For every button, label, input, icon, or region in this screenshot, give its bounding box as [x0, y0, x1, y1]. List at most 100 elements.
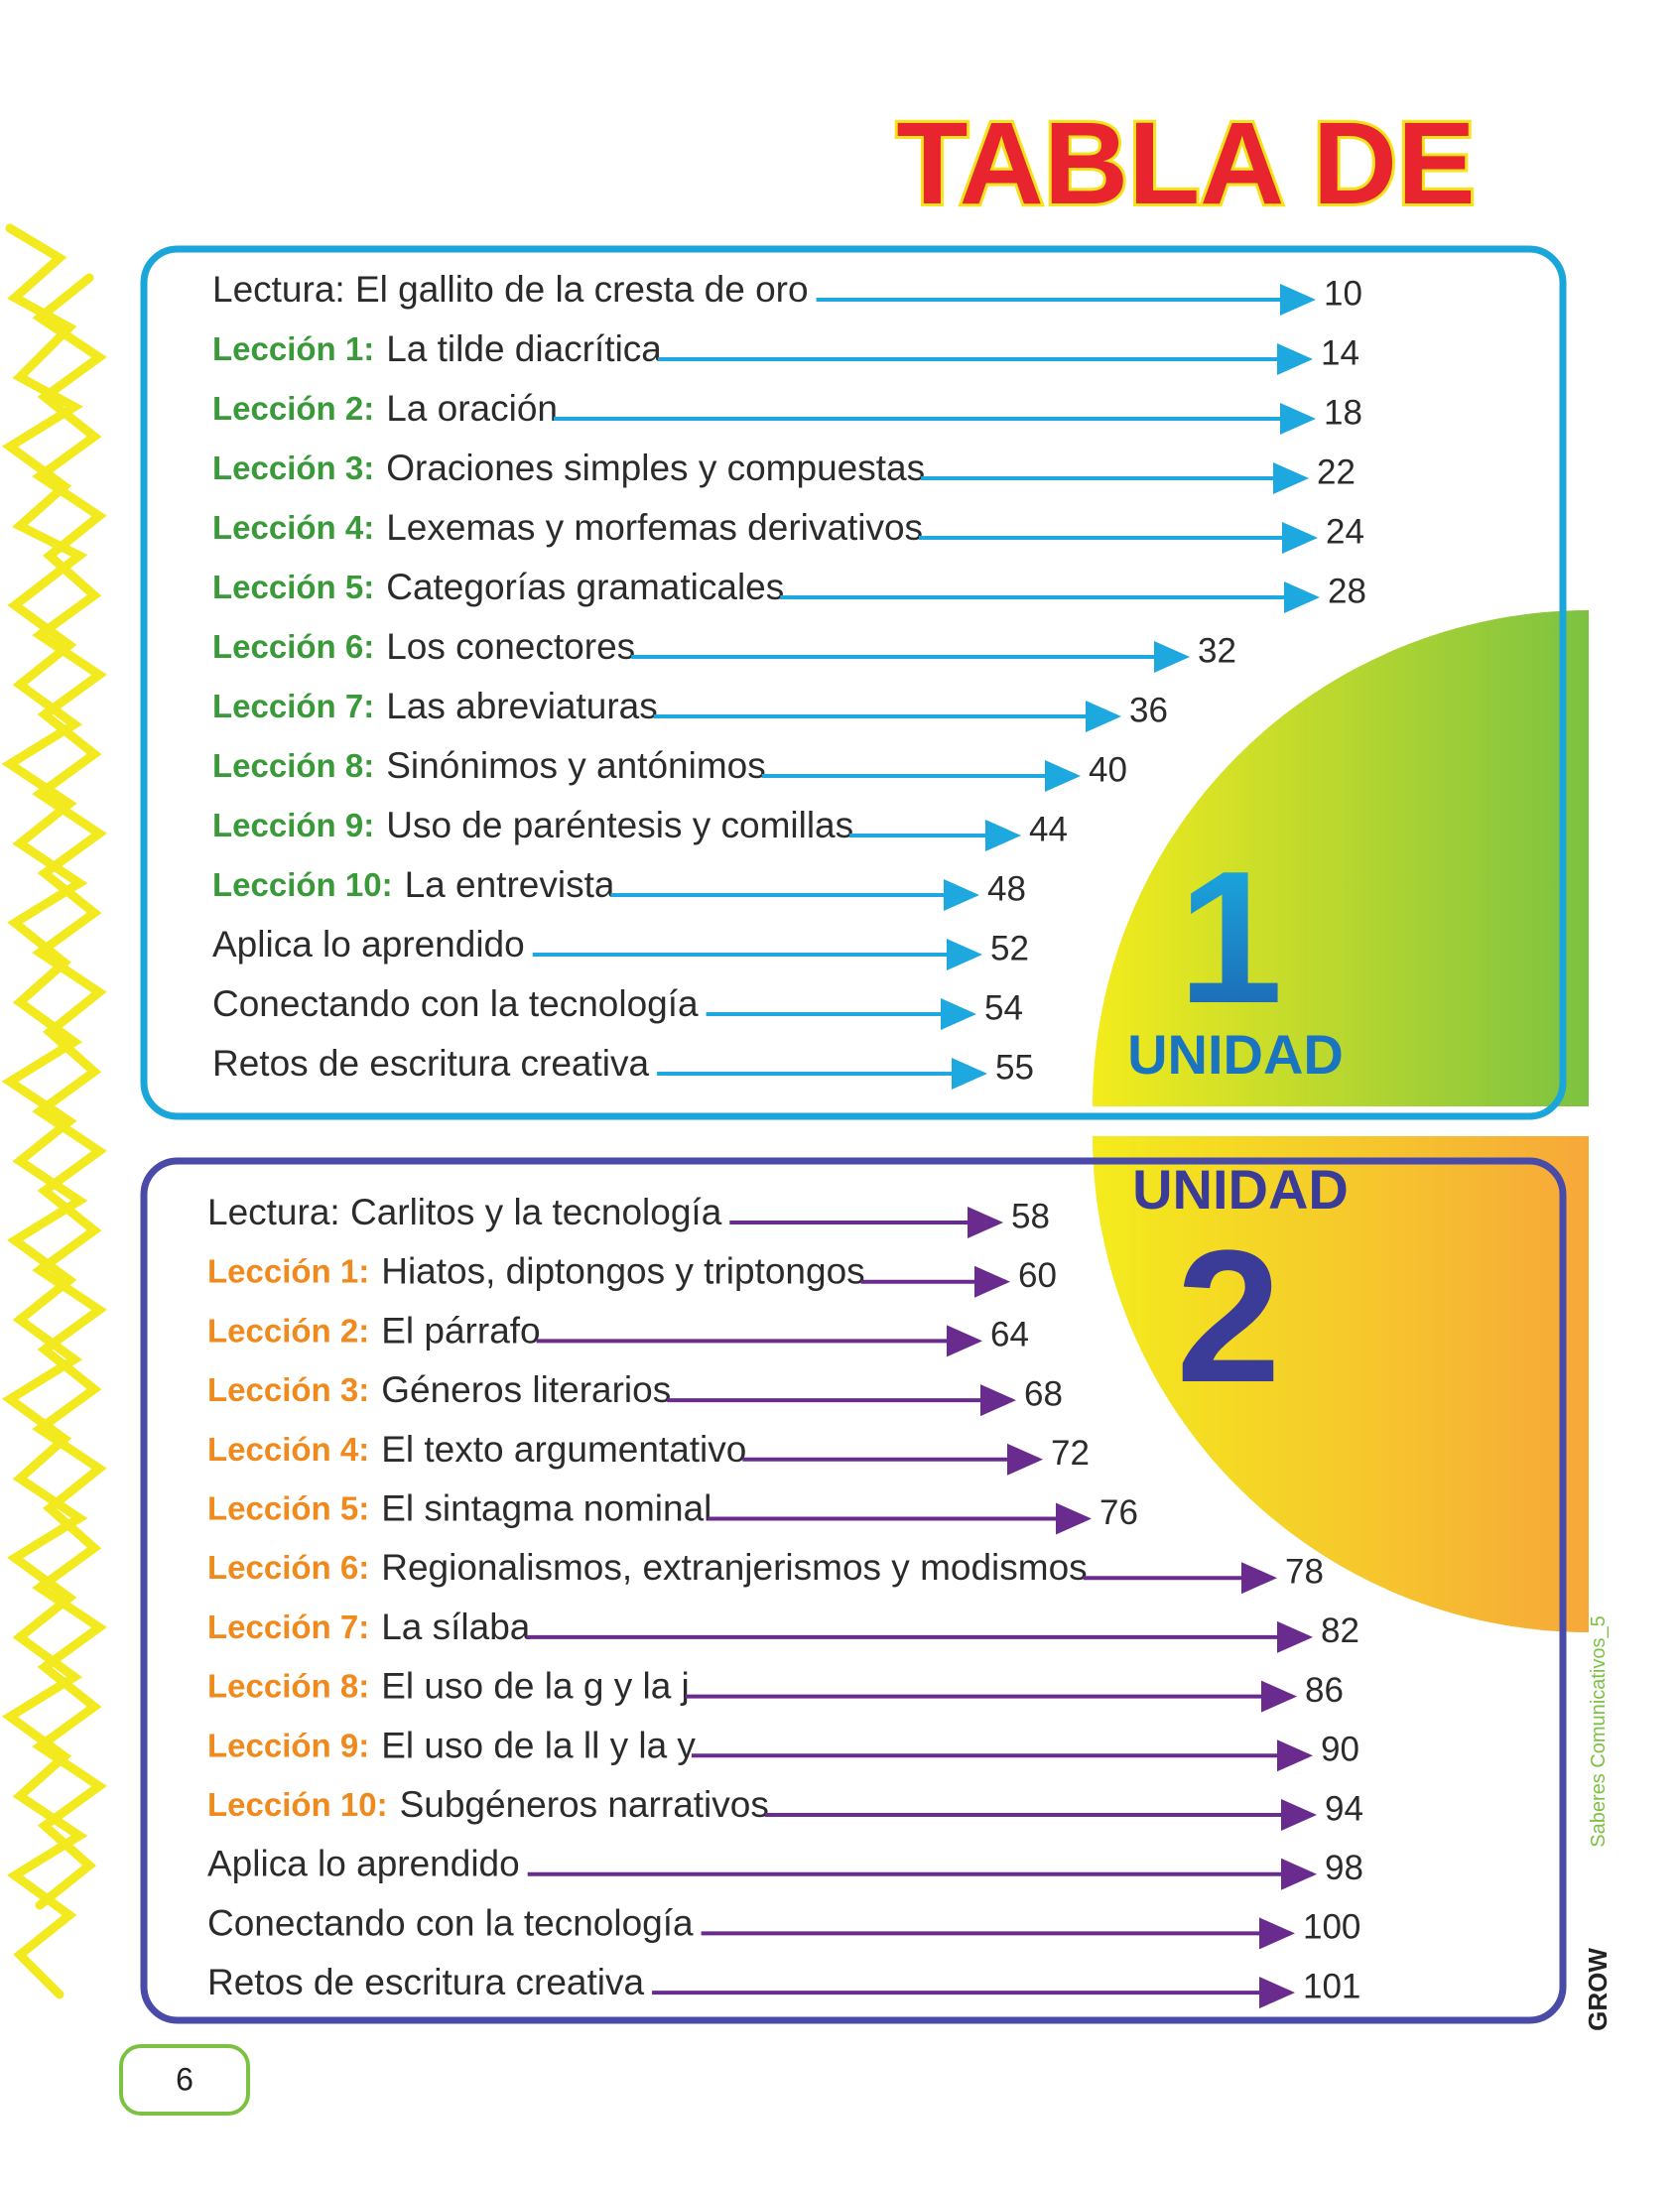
toc-entry: Lección 10: La entrevista	[212, 864, 615, 905]
entry-title: Aplica lo aprendido	[212, 924, 525, 965]
lesson-label: Lección 2:	[207, 1312, 369, 1349]
entry-title: Retos de escritura creativa	[212, 1043, 650, 1084]
unit-label: UNIDAD	[1132, 1158, 1349, 1221]
page-ref: 78	[1285, 1552, 1324, 1591]
unit-2-box	[140, 1157, 1567, 2024]
page-ref: 40	[1089, 750, 1127, 789]
toc-entry: Retos de escritura creativa	[207, 1962, 645, 2002]
page-ref: 86	[1305, 1671, 1344, 1710]
page-ref: 32	[1198, 631, 1236, 670]
toc-entry: Lección 2: El párrafo	[207, 1310, 541, 1351]
page-ref: 101	[1303, 1967, 1360, 2005]
page-ref: 94	[1325, 1789, 1363, 1828]
lesson-label: Lección 5:	[207, 1489, 369, 1526]
entry-title: Lectura: El gallito de la cresta de oro	[212, 269, 809, 310]
page-ref: 52	[990, 929, 1029, 967]
entry-title: Retos de escritura creativa	[207, 1962, 645, 2002]
toc-entry: Lección 6: Regionalismos, extranjerismos …	[207, 1547, 1088, 1588]
entry-title: Conectando con la tecnología	[207, 1902, 694, 1943]
toc-entry: Conectando con la tecnología	[212, 983, 699, 1024]
toc-entry: Lección 5: Categorías gramaticales	[212, 567, 784, 607]
toc-entry: Lección 9: El uso de la ll y la y	[207, 1725, 696, 1765]
lesson-label: Lección 9:	[212, 807, 374, 843]
lesson-label: Lección 2:	[212, 390, 374, 427]
page-ref: 36	[1129, 691, 1168, 729]
page-ref: 90	[1321, 1731, 1359, 1769]
unit-number: 1	[1178, 833, 1283, 1043]
page-ref: 72	[1051, 1434, 1090, 1473]
entry-title: Lectura: Carlitos y la tecnología	[207, 1192, 722, 1232]
page-ref: 100	[1303, 1908, 1360, 1947]
unit-1-box	[140, 245, 1567, 1120]
lesson-label: Lección 3:	[207, 1371, 369, 1408]
page-ref: 76	[1099, 1493, 1138, 1532]
toc-entry: Lección 1: Hiatos, diptongos y triptongos	[207, 1250, 865, 1291]
entry-title: Oraciones simples y compuestas	[386, 448, 925, 488]
page-ref: 54	[984, 988, 1023, 1027]
lesson-label: Lección 7:	[207, 1609, 369, 1645]
page-ref: 28	[1328, 572, 1366, 610]
entry-title: La tilde diacrítica	[386, 328, 662, 369]
entry-title: Sinónimos y antónimos	[386, 745, 766, 786]
decoration	[1, 223, 107, 1999]
entry-title: El texto argumentativo	[381, 1429, 746, 1470]
toc-entry: Lección 9: Uso de paréntesis y comillas	[212, 805, 853, 845]
toc-entry: Lección 1: La tilde diacrítica	[212, 328, 662, 369]
entry-title: Hiatos, diptongos y triptongos	[381, 1250, 864, 1291]
toc-rows: Lectura: El gallito de la cresta de oro 1…	[207, 269, 1366, 2009]
toc-entry: Lección 3: Géneros literarios	[207, 1369, 671, 1410]
lesson-label: Lección 10:	[212, 866, 393, 903]
entry-title: La sílaba	[381, 1607, 531, 1647]
toc-entry: Lección 8: El uso de la g y la j	[207, 1665, 690, 1706]
entry-title: El párrafo	[381, 1310, 540, 1351]
toc-entry: Lección 10: Subgéneros narrativos	[207, 1784, 769, 1825]
entry-title: El uso de la g y la j	[381, 1665, 690, 1706]
unit-number: 2	[1176, 1212, 1281, 1422]
entry-title: Los conectores	[386, 626, 635, 667]
toc-entry: Lección 7: Las abreviaturas	[212, 686, 658, 726]
lesson-label: Lección 10:	[207, 1786, 388, 1823]
entry-title: Conectando con la tecnología	[212, 983, 699, 1024]
brand: GROW	[1583, 1948, 1613, 2031]
entry-title: La oración	[386, 388, 558, 429]
unit-label: UNIDAD	[1127, 1023, 1344, 1086]
lesson-label: Lección 4:	[212, 509, 374, 546]
entry-title: Lexemas y morfemas derivativos	[386, 507, 923, 548]
toc-entry: Lección 4: Lexemas y morfemas derivativos	[212, 507, 923, 548]
lesson-label: Lección 8:	[212, 747, 374, 784]
toc-entry: Lección 3: Oraciones simples y compuestas	[212, 448, 925, 488]
lesson-label: Lección 1:	[207, 1252, 369, 1289]
entry-title: Las abreviaturas	[386, 686, 658, 726]
toc-entry: Conectando con la tecnología	[207, 1902, 694, 1943]
page-ref: 44	[1029, 810, 1068, 848]
entry-title: El sintagma nominal	[381, 1487, 711, 1528]
entry-title: Aplica lo aprendido	[207, 1843, 520, 1883]
entry-title: Géneros literarios	[381, 1369, 671, 1410]
toc-entry: Aplica lo aprendido	[212, 924, 525, 965]
page-ref: 10	[1324, 274, 1362, 313]
unit-1-shape	[1093, 610, 1589, 1106]
entry-title: La entrevista	[405, 864, 615, 905]
page-ref: 18	[1324, 393, 1362, 432]
toc-entry: Lección 7: La sílaba	[207, 1607, 531, 1647]
lesson-label: Lección 8:	[207, 1667, 369, 1704]
page-ref: 24	[1326, 512, 1364, 551]
lesson-label: Lección 1:	[212, 330, 374, 367]
entry-title: El uso de la ll y la y	[381, 1725, 696, 1765]
toc-entry: Retos de escritura creativa	[212, 1043, 650, 1084]
title: TABLA DE	[896, 98, 1475, 229]
page-number-box	[119, 2044, 250, 2116]
page-ref: 22	[1317, 452, 1356, 491]
page-ref: 14	[1321, 333, 1359, 372]
page-ref: 82	[1321, 1611, 1359, 1650]
lesson-label: Lección 6:	[212, 628, 374, 665]
toc-entry: Lectura: Carlitos y la tecnología	[207, 1192, 722, 1232]
lesson-label: Lección 9:	[207, 1727, 369, 1763]
toc-entry: Lección 8: Sinónimos y antónimos	[212, 745, 766, 786]
series-name: Saberes Comunicativos_5	[1588, 1615, 1610, 1847]
page-ref: 60	[1018, 1256, 1057, 1295]
entry-title: Subgéneros narrativos	[400, 1784, 769, 1825]
toc-entry: Lectura: El gallito de la cresta de oro	[212, 269, 809, 310]
